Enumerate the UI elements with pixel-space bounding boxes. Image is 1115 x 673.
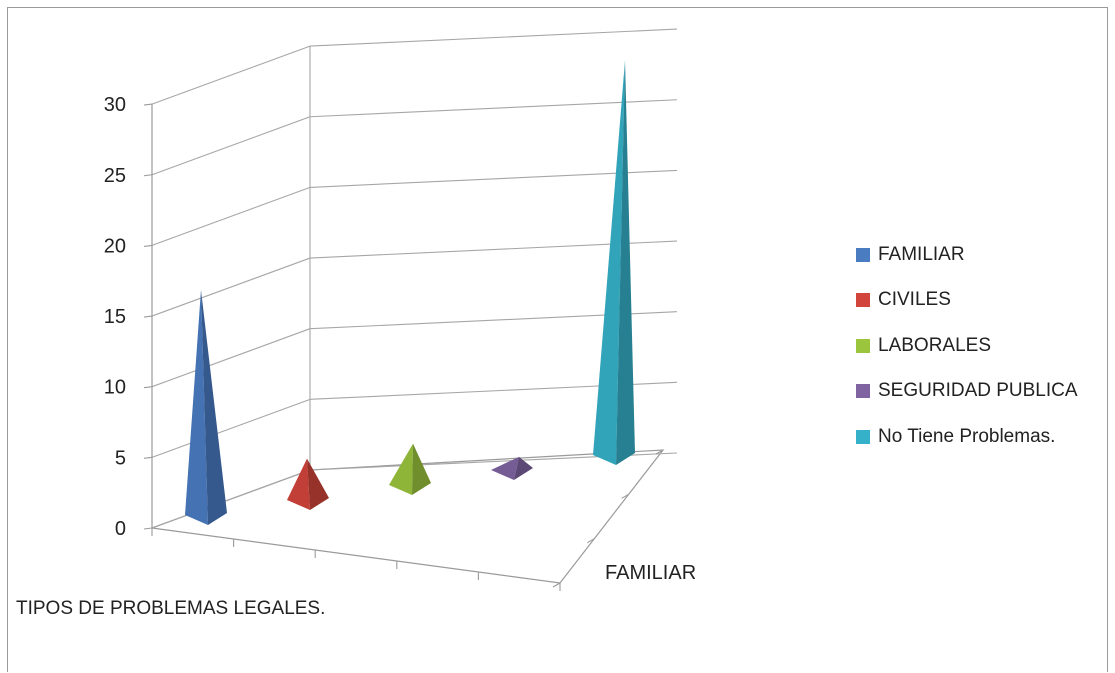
pyramid-civiles bbox=[287, 458, 329, 510]
legend-label: No Tiene Problemas. bbox=[878, 425, 1056, 447]
y-tick-mark bbox=[143, 244, 153, 247]
y-tick-label: 30 bbox=[104, 94, 126, 116]
legend-swatch bbox=[856, 384, 870, 399]
pyramid-face-right bbox=[412, 443, 431, 495]
y-tick-label: 25 bbox=[104, 165, 126, 187]
y-tick-mark bbox=[143, 315, 153, 318]
gridline-left bbox=[151, 398, 311, 458]
depth-tick-mark bbox=[621, 493, 629, 499]
pyramid-face-left bbox=[491, 456, 519, 480]
pyramid-face-left bbox=[593, 60, 625, 466]
pyramid-seguridad-publica bbox=[491, 456, 533, 480]
legend-label: SEGURIDAD PUBLICA bbox=[878, 380, 1078, 402]
y-tick-mark bbox=[143, 174, 153, 177]
gridline-back bbox=[309, 169, 678, 188]
depth-tick-mark bbox=[587, 538, 595, 544]
gridline-left bbox=[151, 116, 311, 176]
gridline-left bbox=[151, 328, 311, 388]
chart-frame bbox=[7, 7, 1108, 672]
y-tick-label: 20 bbox=[104, 235, 126, 257]
y-tick-mark bbox=[143, 456, 153, 459]
gridline-back bbox=[309, 28, 678, 47]
chart-pyramids bbox=[185, 60, 635, 525]
gridline-left bbox=[151, 45, 311, 105]
chart-axes bbox=[151, 104, 664, 591]
y-tick-label: 0 bbox=[115, 518, 126, 540]
legend-label: FAMILIAR bbox=[878, 243, 965, 265]
legend-label: LABORALES bbox=[878, 334, 991, 356]
legend-item: No Tiene Problemas. bbox=[856, 414, 1078, 460]
y-tick-label: 10 bbox=[104, 377, 126, 399]
legend-item: CIVILES bbox=[856, 278, 1078, 324]
y-tick-mark bbox=[143, 527, 153, 530]
pyramid-face-left bbox=[185, 289, 208, 525]
legend-item: LABORALES bbox=[856, 323, 1078, 369]
legend-item: FAMILIAR bbox=[856, 232, 1078, 278]
legend-item: SEGURIDAD PUBLICA bbox=[856, 369, 1078, 415]
pyramid-face-right bbox=[514, 456, 533, 480]
gridline-left bbox=[151, 186, 311, 246]
y-tick-mark bbox=[143, 386, 153, 389]
y-tick-label: 15 bbox=[104, 306, 126, 328]
x-axis-title: TIPOS DE PROBLEMAS LEGALES. bbox=[16, 598, 325, 619]
legend-label: CIVILES bbox=[878, 289, 951, 311]
pyramid-no-tiene-problemas bbox=[593, 60, 635, 466]
legend-swatch bbox=[856, 338, 870, 353]
pyramid-laborales bbox=[389, 443, 431, 495]
legend-swatch bbox=[856, 247, 870, 262]
pyramid-face-right bbox=[616, 60, 635, 466]
y-tick-mark bbox=[143, 103, 153, 106]
legend-swatch bbox=[856, 429, 870, 444]
chart-legend: FAMILIAR CIVILES LABORALES SEGURIDAD PUBLIC… bbox=[856, 232, 1078, 460]
pyramid-familiar bbox=[185, 289, 227, 525]
y-axis-ticks: 0 5 10 15 20 25 30 bbox=[104, 94, 153, 540]
pyramid-face-left bbox=[389, 443, 413, 495]
pyramid-face-right bbox=[201, 289, 227, 525]
depth-axis-label: FAMILIAR bbox=[605, 562, 696, 584]
pyramid-face-right bbox=[307, 458, 329, 510]
gridline-left bbox=[151, 469, 311, 529]
y-tick-label: 5 bbox=[115, 447, 126, 469]
depth-tick-mark bbox=[655, 449, 664, 455]
gridline-back bbox=[309, 99, 678, 118]
gridline-left bbox=[151, 257, 311, 317]
depth-tick-mark bbox=[552, 582, 561, 588]
pyramid-face-left bbox=[287, 458, 310, 510]
legend-swatch bbox=[856, 293, 870, 308]
chart-gridlines bbox=[151, 28, 678, 529]
